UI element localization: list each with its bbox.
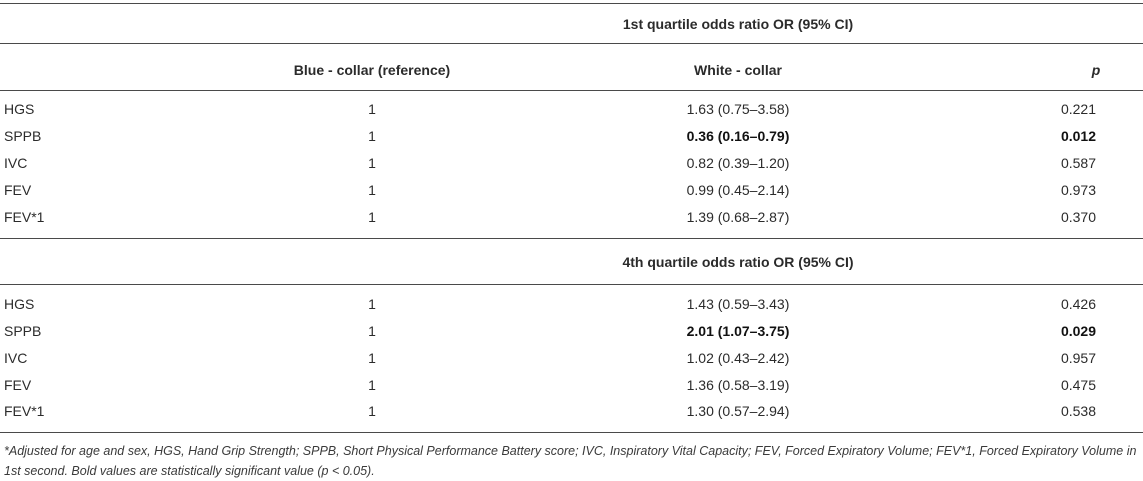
blue-value: 1	[368, 323, 376, 339]
white-value: 1.30 (0.57–2.94)	[686, 403, 790, 419]
col-white-collar-header: White - collar	[694, 62, 782, 78]
p-value: 0.370	[1060, 209, 1096, 225]
row-label: FEV	[4, 182, 32, 198]
p-value: 0.012	[1060, 128, 1096, 144]
row-label: IVC	[4, 350, 28, 366]
blue-value: 1	[368, 209, 376, 225]
white-value: 0.36 (0.16–0.79)	[686, 128, 790, 144]
row-label: FEV*1	[4, 403, 45, 419]
blue-value: 1	[368, 182, 376, 198]
p-value: 0.538	[1060, 403, 1096, 419]
header-rule	[0, 90, 1143, 91]
row-label: HGS	[4, 101, 35, 117]
p-value: 0.973	[1060, 182, 1096, 198]
blue-value: 1	[368, 350, 376, 366]
blue-value: 1	[368, 296, 376, 312]
row-label: FEV*1	[4, 209, 45, 225]
p-value: 0.957	[1060, 350, 1096, 366]
white-value: 2.01 (1.07–3.75)	[686, 323, 790, 339]
p-value: 0.426	[1060, 296, 1096, 312]
white-value: 1.39 (0.68–2.87)	[686, 209, 790, 225]
row-label: HGS	[4, 296, 35, 312]
blue-value: 1	[368, 101, 376, 117]
p-value: 0.221	[1060, 101, 1096, 117]
col-blue-collar-header: Blue - collar (reference)	[293, 62, 451, 78]
white-value: 1.43 (0.59–3.43)	[686, 296, 790, 312]
p-value: 0.475	[1060, 377, 1096, 393]
col-p-header: p	[1091, 62, 1101, 78]
row-label: SPPB	[4, 323, 42, 339]
table-footnote: *Adjusted for age and sex, HGS, Hand Gri…	[4, 444, 1137, 478]
row-label: SPPB	[4, 128, 42, 144]
blue-value: 1	[368, 377, 376, 393]
section2-rule	[0, 284, 1143, 285]
row-label: IVC	[4, 155, 28, 171]
top-rule	[0, 3, 1143, 4]
section2-top-rule	[0, 238, 1143, 239]
white-value: 1.63 (0.75–3.58)	[686, 101, 790, 117]
blue-value: 1	[368, 403, 376, 419]
white-value: 0.82 (0.39–1.20)	[686, 155, 790, 171]
blue-value: 1	[368, 155, 376, 171]
row-label: FEV	[4, 377, 32, 393]
blue-value: 1	[368, 128, 376, 144]
section1-rule	[0, 43, 1143, 44]
p-value: 0.587	[1060, 155, 1096, 171]
white-value: 0.99 (0.45–2.14)	[686, 182, 790, 198]
white-value: 1.36 (0.58–3.19)	[686, 377, 790, 393]
p-value: 0.029	[1060, 323, 1096, 339]
bottom-rule	[0, 432, 1143, 433]
white-value: 1.02 (0.43–2.42)	[686, 350, 790, 366]
